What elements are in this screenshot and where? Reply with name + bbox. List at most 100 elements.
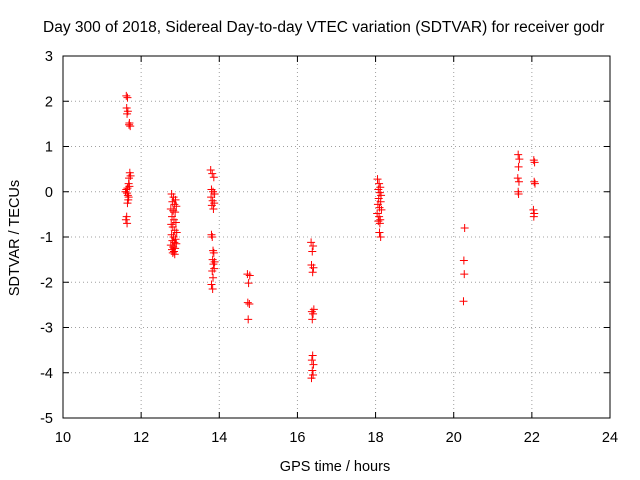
data-point bbox=[168, 223, 177, 232]
data-point bbox=[309, 360, 318, 369]
x-tick-label: 22 bbox=[524, 430, 540, 446]
x-tick-label: 10 bbox=[55, 430, 71, 446]
data-point bbox=[529, 212, 538, 221]
data-point bbox=[172, 228, 181, 237]
data-point bbox=[308, 315, 317, 324]
data-point bbox=[208, 169, 217, 178]
data-point bbox=[168, 248, 177, 257]
data-point bbox=[206, 166, 215, 175]
data-point bbox=[208, 266, 217, 275]
chart-grid bbox=[63, 56, 610, 418]
data-point bbox=[123, 199, 132, 208]
y-tick-label: 3 bbox=[45, 49, 53, 65]
data-point bbox=[123, 219, 132, 228]
x-tick-label: 16 bbox=[289, 430, 305, 446]
data-point bbox=[209, 204, 218, 213]
data-point bbox=[460, 223, 469, 232]
data-point bbox=[169, 206, 178, 215]
data-point bbox=[530, 158, 539, 167]
data-point bbox=[308, 366, 317, 375]
data-point bbox=[459, 256, 468, 265]
data-point bbox=[207, 280, 216, 289]
data-point bbox=[122, 212, 131, 221]
data-point bbox=[209, 173, 218, 182]
data-point bbox=[307, 238, 316, 247]
y-tick-label: -2 bbox=[40, 275, 53, 291]
data-point bbox=[373, 200, 382, 209]
data-point bbox=[209, 248, 218, 257]
y-tick-label: -1 bbox=[40, 230, 53, 246]
data-point bbox=[308, 247, 317, 256]
data-point bbox=[170, 250, 179, 259]
data-point bbox=[210, 264, 219, 273]
data-point bbox=[210, 190, 219, 199]
data-point bbox=[243, 298, 252, 307]
data-point bbox=[207, 201, 216, 210]
data-point bbox=[377, 205, 386, 214]
data-point bbox=[460, 270, 469, 279]
data-point bbox=[126, 122, 135, 131]
y-axis-label: SDTVAR / TECUs bbox=[7, 180, 23, 296]
data-point bbox=[307, 356, 316, 365]
data-point bbox=[208, 255, 217, 264]
data-point bbox=[529, 205, 538, 214]
data-point bbox=[373, 175, 382, 184]
data-point bbox=[123, 109, 132, 118]
data-point bbox=[309, 305, 318, 314]
data-point bbox=[208, 196, 217, 205]
y-axis-ticks: -5 -4 -3 -2 -1 0 1 2 3 bbox=[40, 49, 610, 427]
data-point bbox=[514, 190, 523, 199]
data-point bbox=[125, 168, 134, 177]
data-point bbox=[167, 190, 176, 199]
data-point bbox=[459, 297, 468, 306]
y-tick-label: -3 bbox=[40, 321, 53, 337]
x-tick-label: 20 bbox=[446, 430, 462, 446]
data-point bbox=[308, 351, 317, 360]
data-point bbox=[374, 185, 383, 194]
data-points bbox=[121, 91, 539, 383]
y-tick-label: -5 bbox=[40, 411, 53, 427]
data-point bbox=[309, 242, 318, 251]
data-point bbox=[244, 315, 253, 324]
data-point bbox=[125, 120, 134, 129]
data-point bbox=[529, 156, 538, 165]
data-point bbox=[171, 218, 180, 227]
y-tick-label: 1 bbox=[45, 140, 53, 156]
data-point bbox=[245, 299, 254, 308]
data-point bbox=[375, 219, 384, 228]
data-point bbox=[123, 93, 132, 102]
data-point bbox=[375, 228, 384, 237]
data-point bbox=[514, 150, 523, 159]
data-point bbox=[374, 217, 383, 226]
x-tick-label: 18 bbox=[368, 430, 384, 446]
x-tick-label: 12 bbox=[133, 430, 149, 446]
data-point bbox=[208, 233, 217, 241]
data-point bbox=[515, 155, 524, 164]
data-point bbox=[168, 236, 177, 245]
data-point bbox=[376, 233, 385, 241]
data-point bbox=[209, 187, 218, 196]
data-point bbox=[207, 193, 216, 202]
data-point bbox=[375, 179, 384, 188]
data-point bbox=[513, 174, 522, 183]
data-point bbox=[374, 194, 383, 203]
x-tick-label: 24 bbox=[602, 430, 618, 446]
y-tick-label: 0 bbox=[45, 185, 53, 201]
data-point bbox=[373, 209, 382, 218]
data-point bbox=[514, 162, 523, 171]
data-point bbox=[209, 260, 218, 269]
x-axis-ticks: 10 12 14 16 18 20 22 24 bbox=[55, 56, 618, 446]
data-point bbox=[375, 212, 384, 221]
data-point bbox=[168, 212, 177, 221]
x-axis-label: GPS time / hours bbox=[280, 459, 390, 475]
data-point bbox=[171, 208, 180, 217]
data-point bbox=[309, 309, 318, 318]
data-point bbox=[209, 273, 218, 282]
y-tick-label: -4 bbox=[40, 366, 53, 382]
data-point bbox=[307, 374, 316, 383]
data-point bbox=[207, 230, 216, 239]
data-point bbox=[245, 271, 254, 280]
data-point bbox=[122, 91, 131, 100]
data-point bbox=[530, 179, 539, 188]
